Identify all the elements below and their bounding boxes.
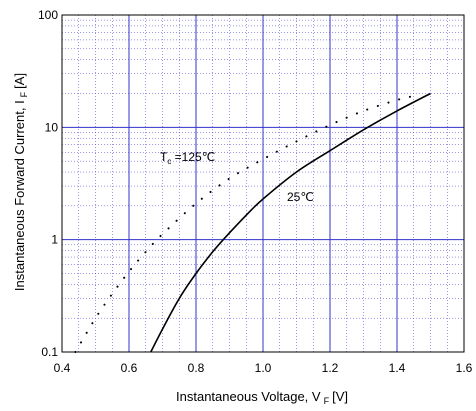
x-tick-label: 0.4 (54, 361, 71, 375)
x-tick-label: 0.6 (121, 361, 138, 375)
x-tick-label: 1.4 (389, 361, 406, 375)
x-axis-title: Instantaneous Voltage, V F [V] (176, 389, 348, 406)
series-25c-line (150, 92, 431, 353)
series-label-125c: Tc =125℃ (160, 150, 215, 166)
x-tick-label: 1.2 (322, 361, 339, 375)
plot-frame (61, 14, 465, 353)
y-axis-title: Instantaneous Forward Current, IF[A] (12, 73, 29, 291)
series-layer (74, 92, 431, 353)
series-label-25c: 25℃ (287, 190, 314, 204)
x-tick-label: 1.6 (456, 361, 473, 375)
tick-labels: 0.4 0.6 0.8 1.0 1.2 1.4 1.6 0.1 1 10 100 (38, 8, 473, 375)
x-tick-label: 1.0 (255, 361, 272, 375)
y-tick-label: 1 (51, 233, 58, 247)
y-tick-label: 10 (45, 120, 59, 134)
y-tick-label: 100 (38, 8, 58, 22)
x-tick-label: 0.8 (188, 361, 205, 375)
grid (61, 14, 465, 353)
series-125c-line (74, 95, 415, 353)
y-tick-label: 0.1 (41, 345, 58, 359)
